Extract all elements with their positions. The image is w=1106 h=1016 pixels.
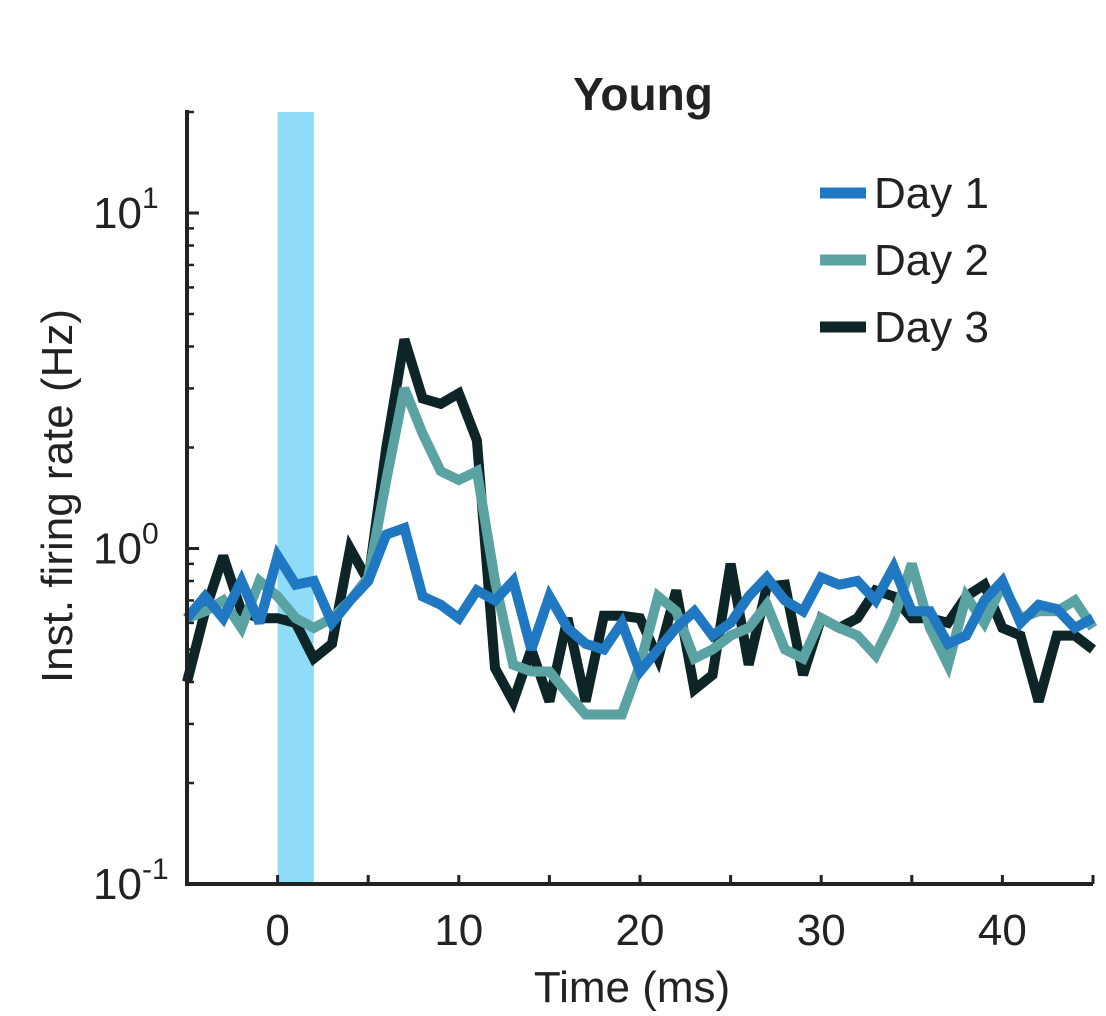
y-tick-label-base: 10 xyxy=(93,189,142,238)
chart-title: Young xyxy=(573,68,713,120)
x-tick-label: 20 xyxy=(616,906,665,955)
y-axis-label: Inst. firing rate (Hz) xyxy=(33,309,82,683)
legend: Day 1 Day 2 Day 3 xyxy=(820,169,989,352)
x-tick-label: 0 xyxy=(265,906,289,955)
y-tick-label-base: 10 xyxy=(93,524,142,573)
stimulus-band xyxy=(277,112,314,884)
y-tick-label-exponent: -1 xyxy=(142,853,169,886)
series-layer xyxy=(182,337,1098,720)
x-tick-label: 30 xyxy=(797,906,846,955)
x-axis-label: Time (ms) xyxy=(534,963,730,1011)
labels-layer: Young Time (ms) Inst. firing rate (Hz) xyxy=(33,68,730,1012)
legend-label-day-3: Day 3 xyxy=(874,303,989,352)
x-tick-label: 40 xyxy=(978,906,1027,955)
legend-label-day-1: Day 1 xyxy=(874,169,989,218)
y-tick-label-base: 10 xyxy=(93,860,142,909)
stimulus-band-layer xyxy=(277,112,314,884)
x-tick-label: 10 xyxy=(434,906,483,955)
y-tick-label-exponent: 0 xyxy=(142,517,159,550)
y-tick-label-exponent: 1 xyxy=(142,182,159,215)
series-line-day-1 xyxy=(183,521,1096,682)
legend-label-day-2: Day 2 xyxy=(874,236,989,285)
